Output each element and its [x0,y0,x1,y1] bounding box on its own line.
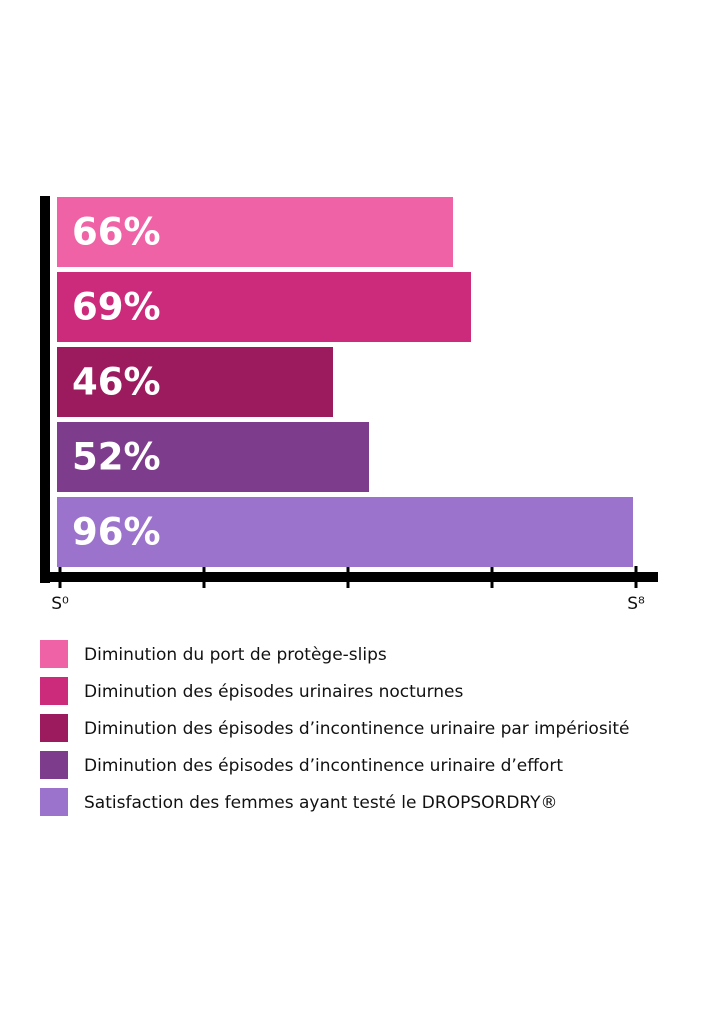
x-tick-label: S⁸ [627,594,645,614]
value-label: 96% [72,511,161,554]
value-label: 52% [72,436,161,479]
legend-label: Diminution du port de protège-slips [84,645,387,665]
legend-swatch [40,640,68,668]
value-label: 46% [72,361,161,404]
y-axis [40,196,50,583]
legend-label: Satisfaction des femmes ayant testé le D… [84,793,558,813]
bar [57,422,369,492]
legend-label: Diminution des épisodes d’incontinence u… [84,756,563,776]
bar [57,347,333,417]
legend-swatch [40,714,68,742]
legend-swatch [40,677,68,705]
value-label: 66% [72,211,161,254]
legend-label: Diminution des épisodes d’incontinence u… [84,719,630,739]
bar [57,197,453,267]
legend-swatch [40,751,68,779]
legend-label: Diminution des épisodes urinaires noctur… [84,682,463,702]
legend-swatch [40,788,68,816]
value-label: 69% [72,286,161,329]
bar [57,497,633,567]
x-tick-label: S⁰ [51,594,69,614]
bar [57,272,471,342]
